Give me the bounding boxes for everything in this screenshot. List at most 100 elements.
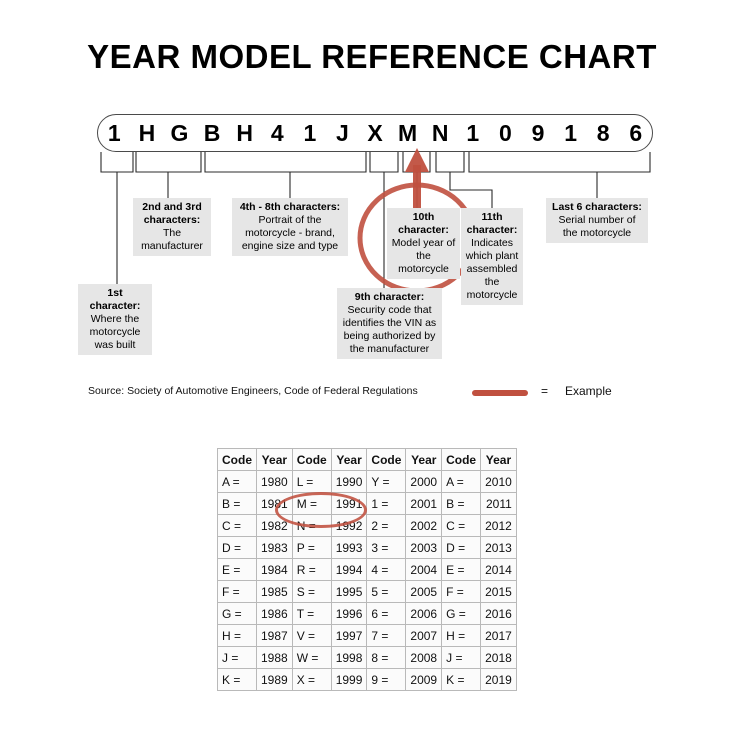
annotation-9th-character: 9th character: Security code that identi… xyxy=(337,288,442,359)
vin-character-14: 9 xyxy=(531,119,545,146)
code-cell: D = xyxy=(441,536,482,559)
year-cell: 1994 xyxy=(330,558,368,581)
year-cell: 2015 xyxy=(480,580,517,603)
vin-character-4: B xyxy=(203,119,221,146)
table-row: B = 1981 M = 1991 1 = 2001 B = 2011 xyxy=(217,492,517,515)
annotation-title: 1st character: xyxy=(89,287,141,312)
code-cell: A = xyxy=(217,470,257,493)
code-cell: 6 = xyxy=(366,602,407,625)
annotation-body: Security code that identifies the VIN as… xyxy=(342,304,437,355)
code-cell: L = xyxy=(291,470,332,493)
year-code-table: Code Year Code Year Code Year Code Year A = 1980… xyxy=(217,448,517,691)
annotation-title: Last 6 characters: xyxy=(552,201,642,213)
table-row: D = 1983 P = 1993 3 = 2003 D = 2013 xyxy=(217,536,517,559)
year-cell: 2002 xyxy=(405,514,443,537)
annotation-body: Indicates which plant assembled the moto… xyxy=(465,237,519,301)
code-cell: 1 = xyxy=(366,492,407,515)
vin-character-5: H xyxy=(236,119,253,146)
year-cell: 1998 xyxy=(330,646,368,669)
code-cell: R = xyxy=(291,558,332,581)
year-cell: 1991 xyxy=(330,492,368,515)
code-cell: N = xyxy=(291,514,332,537)
year-code-table-container: Code Year Code Year Code Year Code Year A = 1980… xyxy=(217,448,517,691)
table-row: K = 1989 X = 1999 9 = 2009 K = 2019 xyxy=(217,668,517,691)
year-cell: 2010 xyxy=(480,470,517,493)
table-row: F = 1985 S = 1995 5 = 2005 F = 2015 xyxy=(217,580,517,603)
year-cell: 2017 xyxy=(480,624,517,647)
vin-character-11: N xyxy=(431,119,449,146)
code-cell: 2 = xyxy=(366,514,407,537)
table-row: J = 1988 W = 1998 8 = 2008 J = 2018 xyxy=(217,646,517,669)
year-cell: 2009 xyxy=(405,668,443,691)
code-cell: B = xyxy=(441,492,482,515)
code-cell: S = xyxy=(291,580,332,603)
code-cell: 3 = xyxy=(366,536,407,559)
code-cell: 9 = xyxy=(366,668,407,691)
vin-character-12: 1 xyxy=(466,119,480,146)
vin-character-6: 4 xyxy=(270,119,284,146)
table-row: H = 1987 V = 1997 7 = 2007 H = 2017 xyxy=(217,624,517,647)
code-cell: C = xyxy=(217,514,257,537)
year-cell: 2001 xyxy=(405,492,443,515)
code-cell: V = xyxy=(291,624,332,647)
code-cell: B = xyxy=(217,492,257,515)
annotation-body: Where the motorcycle was built xyxy=(89,313,141,351)
annotation-10th-character: 10th character: Model year of the motorc… xyxy=(387,208,460,279)
table-header: Code Year Code Year Code Year Code Year xyxy=(217,448,517,471)
year-cell: 2011 xyxy=(480,492,517,515)
annotation-body: The manufacturer xyxy=(141,227,203,252)
annotation-1st-character: 1st character: Where the motorcycle was … xyxy=(78,284,152,355)
code-cell: 5 = xyxy=(366,580,407,603)
code-cell: E = xyxy=(217,558,257,581)
table-body: A = 1980 L = 1990 Y = 2000 A = 2010 B = 1981 M = 19… xyxy=(217,470,517,691)
year-cell: 1980 xyxy=(256,470,293,493)
vin-character-16: 8 xyxy=(596,119,610,146)
code-cell: C = xyxy=(441,514,482,537)
code-cell: H = xyxy=(441,624,482,647)
table-row: E = 1984 R = 1994 4 = 2004 E = 2014 xyxy=(217,558,517,581)
year-cell: 1985 xyxy=(256,580,293,603)
year-cell: 1986 xyxy=(256,602,293,625)
code-cell: G = xyxy=(441,602,482,625)
year-cell: 1984 xyxy=(256,558,293,581)
year-cell: 2019 xyxy=(480,668,517,691)
vin-character-7: 1 xyxy=(303,119,317,146)
vin-character-15: 1 xyxy=(564,119,577,146)
table-header-cell-6: Year xyxy=(405,448,443,471)
annotation-title: 4th - 8th characters: xyxy=(239,201,341,213)
page-title: YEAR MODEL REFERENCE CHART xyxy=(87,38,657,75)
year-cell: 1990 xyxy=(330,470,368,493)
code-cell: T = xyxy=(291,602,332,625)
table-header-cell-2: Year xyxy=(256,448,293,471)
annotation-4th-8th-characters: 4th - 8th characters: Portrait of the mo… xyxy=(232,198,348,256)
table-row: G = 1986 T = 1996 6 = 2006 G = 2016 xyxy=(217,602,517,625)
table-header-cell-7: Code xyxy=(441,448,482,471)
year-cell: 2008 xyxy=(405,646,443,669)
annotation-last-6-characters: Last 6 characters: Serial number of the … xyxy=(546,198,648,243)
annotation-title: 11th character: xyxy=(466,211,518,236)
code-cell: W = xyxy=(291,646,332,669)
year-cell: 1987 xyxy=(256,624,293,647)
year-cell: 2013 xyxy=(480,536,517,559)
table-header-cell-1: Code xyxy=(217,448,257,471)
vin-character-13: 0 xyxy=(499,119,512,146)
year-cell: 2005 xyxy=(405,580,443,603)
year-cell: 2004 xyxy=(405,558,443,581)
code-cell: K = xyxy=(441,668,482,691)
code-cell: K = xyxy=(217,668,257,691)
year-cell: 1993 xyxy=(330,536,368,559)
legend-red-bar-icon xyxy=(472,390,528,396)
year-cell: 2006 xyxy=(405,602,443,625)
code-cell: E = xyxy=(441,558,482,581)
code-cell: 7 = xyxy=(366,624,407,647)
annotation-body: Model year of the motorcycle xyxy=(391,237,456,275)
legend-label: Example xyxy=(565,384,612,398)
code-cell: P = xyxy=(291,536,332,559)
table-header-cell-8: Year xyxy=(480,448,517,471)
code-cell: Y = xyxy=(366,470,407,493)
year-cell: 1992 xyxy=(330,514,368,537)
table-header-cell-5: Code xyxy=(366,448,407,471)
code-cell: D = xyxy=(217,536,257,559)
code-cell: 8 = xyxy=(366,646,407,669)
